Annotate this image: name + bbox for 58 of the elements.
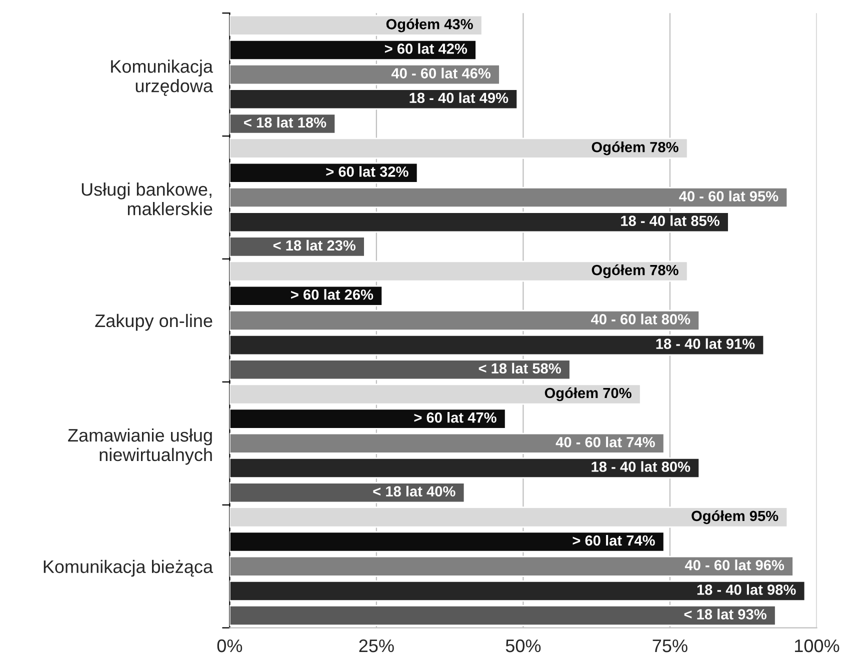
data-label: 40 - 60 lat 46% [391,68,491,78]
bar [230,605,776,626]
bar [230,531,665,552]
data-label: > 60 lat 26% [291,289,374,300]
data-label: 40 - 60 lat 95% [679,190,778,202]
y-tick-label: Komunikacja bieżąca [44,560,214,577]
data-label: < 18 lat 93% [684,608,766,620]
bar [230,186,788,208]
data-label: Ogółem 70% [544,387,632,402]
data-label: > 60 lat 42% [384,43,468,54]
bar [230,88,518,110]
bar [230,138,688,159]
x-tick-label: 0% [217,639,242,652]
bar [230,359,571,380]
data-label: > 60 lat 74% [572,534,655,546]
bar [230,14,483,36]
data-label: 40 - 60 lat 96% [684,560,784,570]
data-label: Ogółem 78% [592,141,678,156]
x-tick-label: 75% [652,640,688,652]
data-label: Ogółem 78% [592,264,678,278]
data-label: < 18 lat 23% [273,240,356,251]
data-label: Ogółem 95% [692,510,778,524]
x-tick-label: 100% [795,639,840,652]
bar [230,408,506,430]
data-label: Ogółem 43% [386,18,473,32]
x-tick-label: 50% [506,639,541,652]
bar [230,384,642,405]
bar [230,432,665,454]
bar [230,285,384,306]
bar [230,556,794,577]
data-label: 18 - 40 lat 80% [592,461,690,472]
data-label: < 18 lat 18% [244,116,326,128]
bar [230,334,765,356]
data-label: 18 - 40 lat 91% [656,338,755,349]
bar [230,506,788,528]
y-tick-label: Zakupy on-line [95,314,212,331]
bar [230,482,466,504]
data-label: > 60 lat 47% [414,412,496,423]
bar [230,39,477,60]
y-tick-label: Usługi bankowe, maklerskie [82,182,212,216]
data-label: 40 - 60 lat 80% [591,314,690,324]
y-tick-label: Komunikacja urzędowa [111,60,214,96]
bar [230,580,806,602]
bar [230,162,418,184]
bar [230,64,500,86]
data-label: < 18 lat 58% [478,362,561,374]
data-label: 18 - 40 lat 98% [697,584,796,595]
data-label: 40 - 60 lat 74% [556,436,655,448]
data-label: < 18 lat 40% [373,486,456,497]
data-label: 18 - 40 lat 49% [410,92,508,104]
data-label: > 60 lat 32% [326,166,408,177]
bar [230,310,700,331]
data-label: 18 - 40 lat 85% [621,215,720,226]
bar [230,212,730,233]
bar [230,260,688,282]
bar [230,457,700,479]
x-tick-label: 25% [359,639,394,652]
y-tick-label: Zamawianie usług niewirtualnych [68,428,212,465]
